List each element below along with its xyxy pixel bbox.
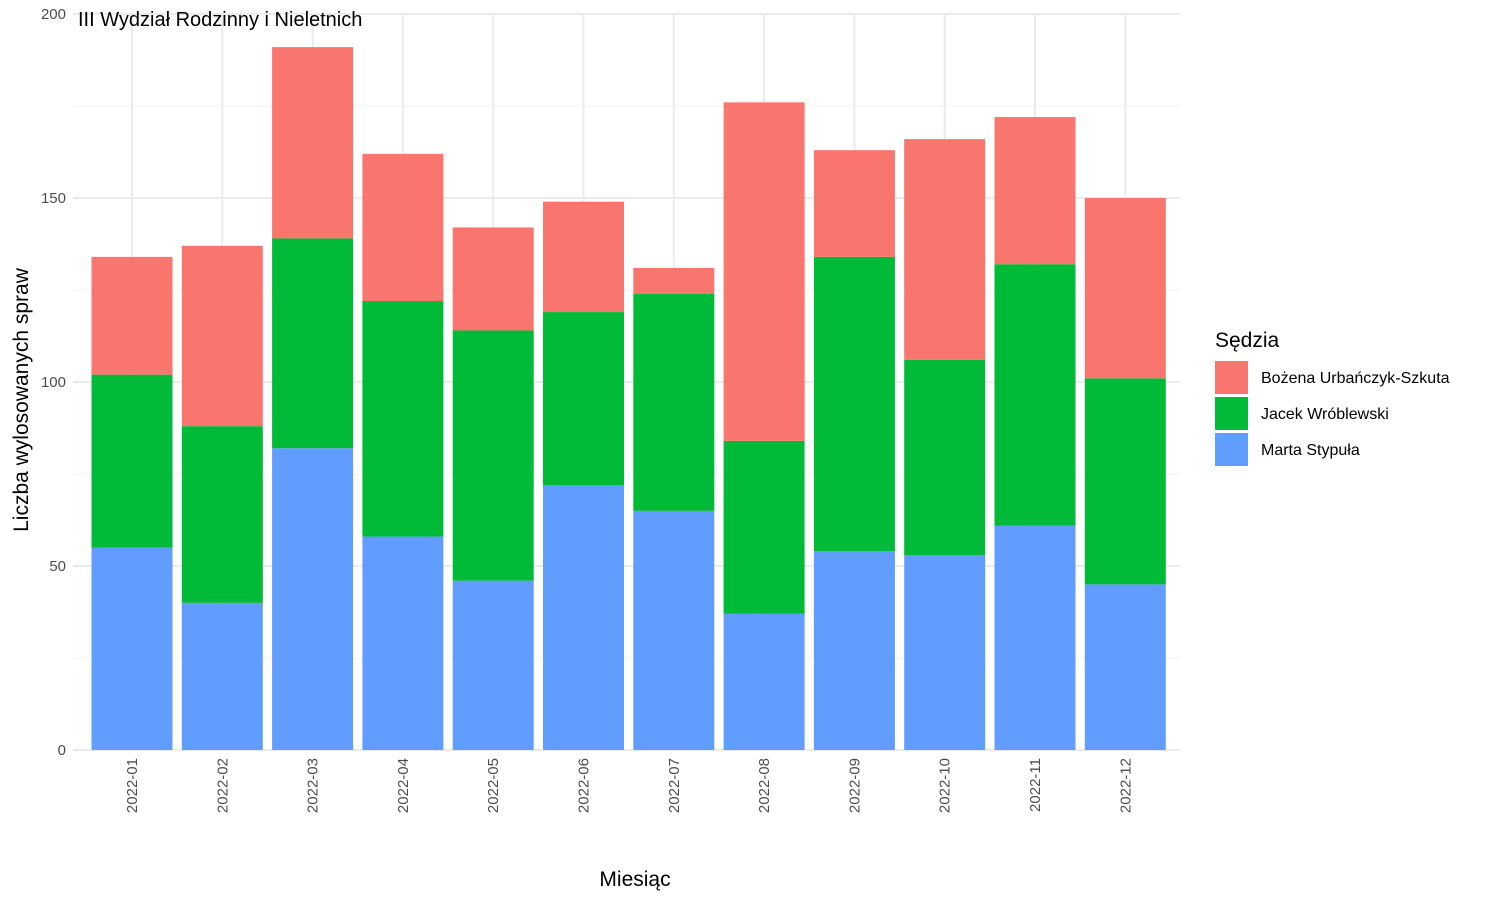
- legend-title: Sędzia: [1215, 329, 1280, 352]
- bar-segment: [994, 264, 1076, 526]
- x-tick-label: 2022-02: [214, 758, 231, 813]
- bar-segment: [813, 150, 895, 257]
- legend-swatch: [1215, 361, 1248, 394]
- legend-items: Bożena Urbańczyk-Szkuta Jacek Wróblewski M…: [1215, 361, 1450, 466]
- bar-segment: [904, 554, 986, 750]
- x-tick-label: 2022-10: [937, 758, 954, 813]
- x-tick-label: 2022-03: [305, 758, 322, 813]
- x-tick-label: 2022-09: [846, 758, 863, 813]
- bar-segment: [1084, 198, 1166, 379]
- y-tick-label: 200: [41, 6, 66, 23]
- bar-segment: [452, 330, 534, 581]
- bar-segment: [633, 267, 715, 294]
- bar-segment: [362, 536, 444, 750]
- bar-segment: [1084, 584, 1166, 750]
- bar-segment: [181, 426, 263, 603]
- chart-title: III Wydział Rodzinny i Nieletnich: [78, 9, 362, 31]
- x-tick-label: 2022-05: [485, 758, 502, 813]
- x-tick-label: 2022-07: [666, 758, 683, 813]
- x-axis-title: Miesiąc: [599, 868, 670, 891]
- x-tick-label: 2022-11: [1027, 758, 1044, 812]
- bar-segment: [91, 547, 173, 750]
- bar-segment: [723, 102, 805, 441]
- x-tick-label: 2022-12: [1117, 758, 1134, 813]
- bar-segment: [543, 312, 624, 486]
- bar-segment: [91, 374, 173, 548]
- bar-segment: [1084, 378, 1166, 585]
- bar-segment: [633, 510, 715, 750]
- x-tick-label: 2022-01: [124, 758, 141, 813]
- bar-segment: [272, 448, 354, 750]
- bar-segment: [452, 227, 534, 331]
- bar-segment: [813, 551, 895, 750]
- bar-segment: [904, 359, 986, 555]
- bar-segment: [813, 256, 895, 552]
- bar-segment: [181, 245, 263, 427]
- bar-segment: [994, 117, 1076, 265]
- bar-segment: [633, 293, 715, 511]
- bar-segment: [723, 440, 805, 614]
- legend-label: Jacek Wróblewski: [1261, 406, 1389, 423]
- y-axis-title: Liczba wylosowanych spraw: [10, 267, 33, 532]
- legend: Sędzia Bożena Urbańczyk-Szkuta Jacek Wrób…: [1215, 329, 1450, 466]
- y-tick-label: 100: [41, 374, 66, 391]
- bar-segment: [272, 47, 354, 239]
- bar-segment: [181, 602, 263, 750]
- legend-label: Bożena Urbańczyk-Szkuta: [1261, 370, 1450, 387]
- y-axis-ticks: 0 50 100 150 200: [41, 6, 66, 759]
- y-tick-label: 0: [58, 742, 66, 759]
- bar-segment: [452, 580, 534, 750]
- bar-segment: [904, 139, 986, 360]
- x-tick-label: 2022-08: [756, 758, 773, 813]
- bar-segment: [543, 485, 624, 750]
- bar-segment: [91, 256, 173, 375]
- legend-label: Marta Stypuła: [1261, 442, 1360, 459]
- bar-segment: [362, 153, 444, 302]
- x-tick-label: 2022-06: [576, 758, 593, 813]
- bars: [91, 47, 1166, 750]
- bar-segment: [272, 238, 354, 449]
- bar-segment: [543, 201, 624, 313]
- legend-swatch: [1215, 433, 1248, 466]
- legend-swatch: [1215, 397, 1248, 430]
- bar-segment: [723, 613, 805, 750]
- y-tick-label: 150: [41, 190, 66, 207]
- bar-segment: [994, 525, 1076, 750]
- x-tick-label: 2022-04: [395, 758, 412, 813]
- y-tick-label: 50: [49, 558, 66, 575]
- x-axis-ticks: 2022-01 2022-02 2022-03 2022-04 2022-05 2022-…: [124, 758, 1134, 813]
- bar-segment: [362, 301, 444, 537]
